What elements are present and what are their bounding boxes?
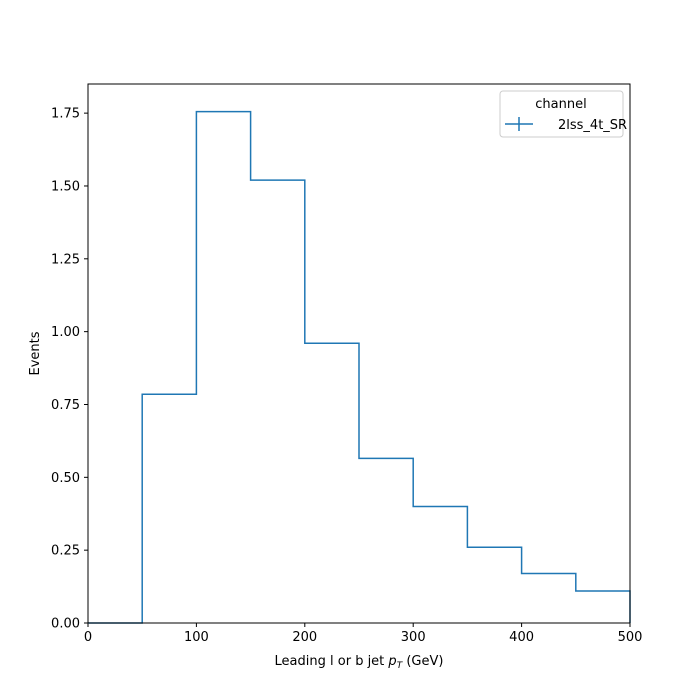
x-label-unit: (GeV)	[402, 654, 443, 669]
x-label-math: p	[387, 654, 396, 669]
x-tick-label: 200	[292, 630, 317, 645]
y-tick-label: 1.00	[51, 325, 80, 340]
y-axis-label: Events	[28, 331, 43, 375]
y-tick-label: 1.75	[51, 107, 80, 122]
x-tick-label: 0	[84, 630, 92, 645]
series-step-line	[88, 110, 631, 624]
plot-area-frame	[87, 83, 631, 624]
legend-box	[499, 90, 624, 138]
x-axis-ticks: 0 100 200 300 400 500	[84, 623, 643, 645]
legend: channel 2lss_4t_SR	[499, 90, 627, 138]
x-axis-label: Leading l or b jet pT (GeV)	[275, 654, 444, 671]
y-tick-label: 0.00	[51, 617, 80, 632]
x-tick-label: 100	[184, 630, 209, 645]
x-label-subscript: T	[397, 661, 404, 671]
x-tick-label: 400	[509, 630, 534, 645]
y-tick-label: 0.25	[51, 544, 80, 559]
y-tick-label: 0.50	[51, 471, 80, 486]
x-label-text: Leading l or b jet	[275, 654, 389, 669]
y-tick-label: 1.50	[51, 179, 80, 194]
x-tick-label: 500	[618, 630, 643, 645]
y-tick-label: 1.25	[51, 252, 80, 267]
x-tick-label: 300	[401, 630, 426, 645]
legend-title: channel	[535, 97, 586, 112]
y-tick-label: 0.75	[51, 398, 80, 413]
legend-series-name: 2lss_4t_SR	[558, 118, 627, 133]
y-axis-ticks: 0.00 0.25 0.50 0.75 1.00 1.25 1.50 1.75	[51, 107, 88, 632]
